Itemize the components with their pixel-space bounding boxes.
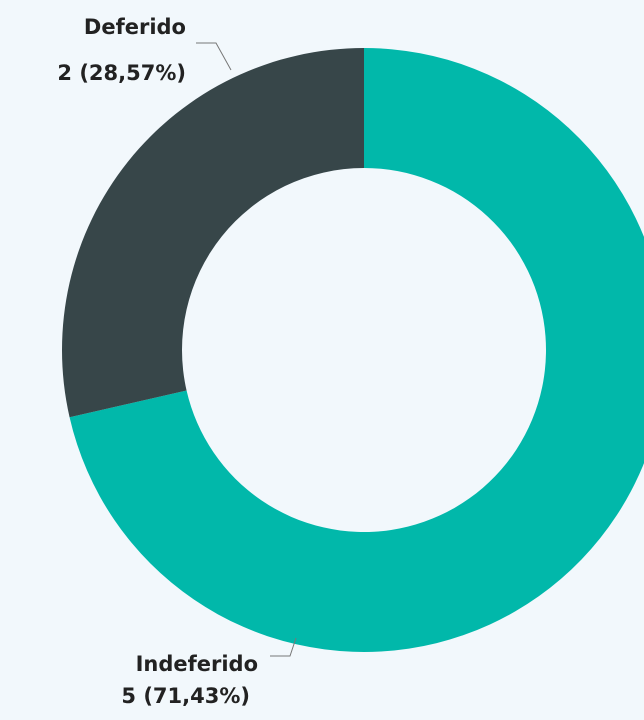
slice-value-label: 2 (28,57%) bbox=[57, 61, 186, 85]
slice-label: Deferido bbox=[84, 15, 186, 39]
slice-value-label: 5 (71,43%) bbox=[121, 684, 250, 708]
slice-label: Indeferido bbox=[136, 652, 258, 676]
donut-slice bbox=[61, 48, 364, 418]
donut-slice bbox=[69, 48, 644, 652]
slices bbox=[61, 48, 644, 652]
leader-line bbox=[270, 637, 297, 657]
leader-line bbox=[196, 42, 232, 71]
